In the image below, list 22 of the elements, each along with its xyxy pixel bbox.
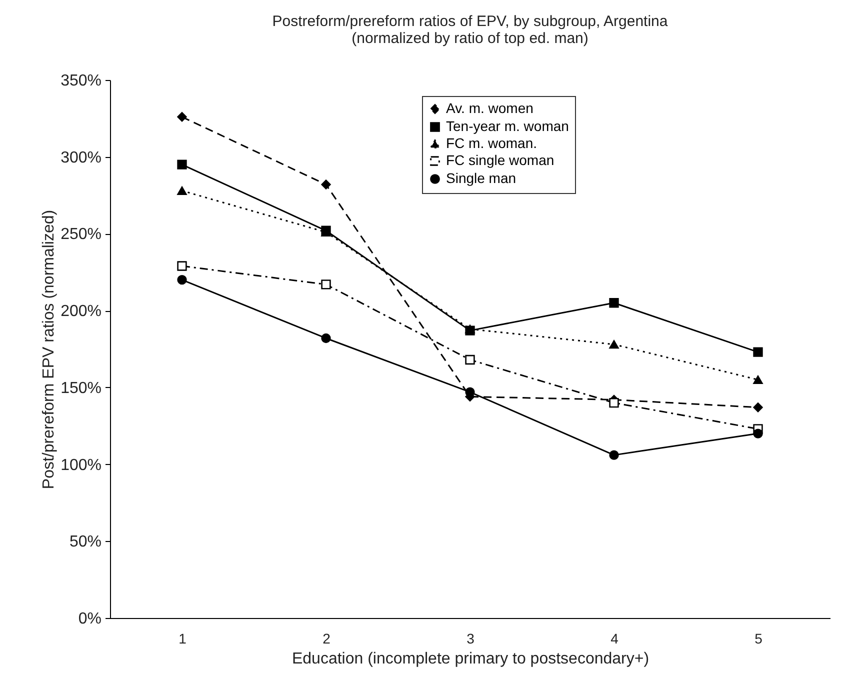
y-tick-label: 100% (60, 456, 102, 474)
x-tick-label: 1 (178, 630, 187, 646)
y-tick-label: 250% (60, 226, 102, 244)
x-tick-label: 4 (610, 630, 619, 646)
y-tick-label: 50% (69, 534, 102, 551)
legend-label: Av. m. women (446, 100, 534, 116)
x-axis-title: Education (incomplete primary to postsecondary+) (292, 650, 650, 668)
y-tick-label: 200% (60, 303, 102, 320)
y-tick-label: 350% (60, 72, 102, 90)
legend-label: Single man (446, 170, 516, 186)
x-tick-label: 2 (322, 630, 331, 646)
y-tick-label: 300% (60, 149, 102, 166)
x-tick-label: 5 (754, 630, 763, 646)
x-tick-label: 3 (466, 630, 475, 646)
chart-subtitle: (normalized by ratio of top ed. man) (352, 30, 588, 47)
y-tick-label: 0% (78, 610, 102, 628)
y-tick-label: 150% (60, 380, 102, 397)
chart-title: Postreform/prereform ratios of EPV, by subgroup, Argentina (272, 13, 668, 30)
legend-label: Ten-year m. woman (446, 118, 569, 134)
legend-label: FC m. woman. (446, 135, 538, 151)
y-axis-title: Post/prereform EPV ratios (normalized) (40, 210, 58, 490)
legend-label: FC single woman (446, 152, 554, 168)
